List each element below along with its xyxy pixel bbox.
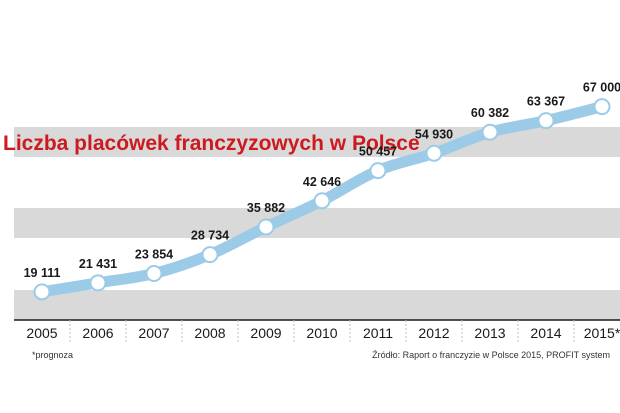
x-tick-label-2012: 2012 — [418, 325, 449, 341]
x-tick-label-2011: 2011 — [363, 325, 393, 341]
data-label-2011: 50 457 — [359, 145, 397, 159]
data-label-2006: 21 431 — [79, 257, 117, 271]
data-label-2005: 19 111 — [24, 266, 61, 280]
x-tick-label-2009: 2009 — [250, 325, 281, 341]
grid-band-1 — [14, 127, 620, 157]
data-point-2015 — [593, 98, 611, 116]
data-point-2009 — [257, 218, 275, 236]
data-label-2007: 23 854 — [135, 247, 173, 261]
source-note: Źródło: Raport o franczyzie w Polsce 201… — [372, 350, 610, 360]
x-tick-label-2010: 2010 — [306, 325, 337, 341]
data-label-2014: 63 367 — [527, 95, 565, 109]
data-label-2013: 60 382 — [471, 106, 509, 120]
x-tick-label-2007: 2007 — [138, 325, 169, 341]
grid-band-2 — [14, 208, 620, 238]
x-tick-label-2008: 2008 — [194, 325, 225, 341]
data-points — [33, 98, 611, 301]
data-point-2011 — [369, 162, 387, 180]
data-point-2008 — [201, 246, 219, 264]
data-label-2008: 28 734 — [191, 229, 229, 243]
x-tick-label-2015: 2015* — [584, 325, 620, 341]
data-point-2005 — [33, 283, 51, 301]
data-point-2010 — [313, 192, 331, 210]
data-point-2013 — [481, 123, 499, 141]
x-tick-label-2005: 2005 — [26, 325, 57, 341]
data-labels: 19 111 21 431 23 854 28 734 35 882 42 646 50 4… — [24, 81, 620, 280]
data-point-2014 — [537, 112, 555, 130]
data-point-2012 — [425, 144, 443, 162]
grid-band-3 — [14, 290, 620, 320]
grid-bands — [14, 127, 620, 320]
data-label-2012: 54 930 — [415, 127, 453, 141]
footnote: *prognoza — [32, 350, 73, 360]
data-label-2010: 42 646 — [303, 175, 341, 189]
x-axis: 2005 2006 2007 2008 2009 2010 2011 2012 2013 2014… — [14, 319, 620, 342]
data-point-2007 — [145, 264, 163, 282]
data-label-2015: 67 000 — [583, 81, 620, 95]
x-tick-label-2013: 2013 — [474, 325, 505, 341]
data-point-2006 — [89, 274, 107, 292]
x-tick-label-2006: 2006 — [82, 325, 113, 341]
x-tick-label-2014: 2014 — [530, 325, 561, 341]
data-label-2009: 35 882 — [247, 201, 285, 215]
chart-title: Liczba placówek franczyzowych w Polsce — [3, 132, 420, 155]
